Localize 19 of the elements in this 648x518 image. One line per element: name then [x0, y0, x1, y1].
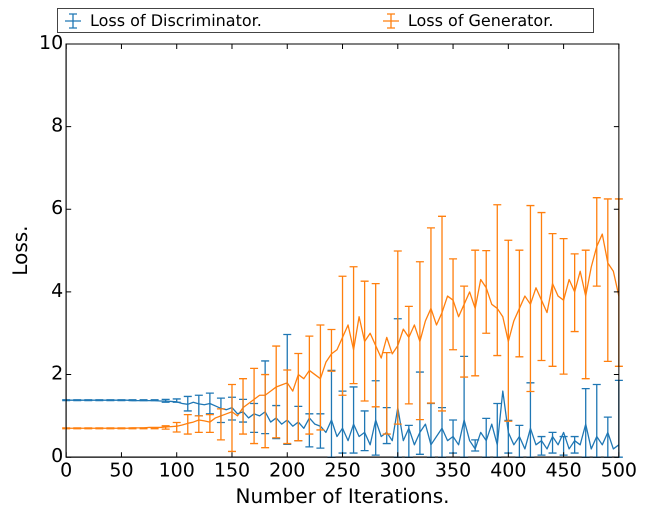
- y-tick-label: 4: [51, 280, 64, 302]
- x-tick-label: 250: [324, 460, 361, 482]
- x-tick-label: 450: [545, 460, 582, 482]
- x-tick-label: 150: [214, 460, 250, 482]
- legend-label: Loss of Discriminator.: [90, 11, 262, 30]
- x-tick-label: 300: [380, 460, 416, 482]
- x-tick-label: 200: [269, 460, 306, 482]
- y-axis-title: Loss.: [8, 225, 32, 276]
- x-tick-label: 500: [600, 460, 637, 482]
- legend-label: Loss of Generator.: [408, 11, 554, 30]
- x-axis-title: Number of Iterations.: [236, 484, 450, 508]
- y-tick-label: 10: [38, 32, 64, 54]
- x-tick-label: 400: [490, 460, 526, 482]
- x-tick-label: 50: [109, 460, 134, 482]
- x-tick-label: 100: [158, 460, 195, 482]
- y-tick-label: 2: [51, 362, 64, 384]
- x-tick-label: 350: [434, 460, 472, 482]
- y-tick-label: 8: [51, 114, 64, 137]
- y-tick-label: 6: [51, 197, 64, 220]
